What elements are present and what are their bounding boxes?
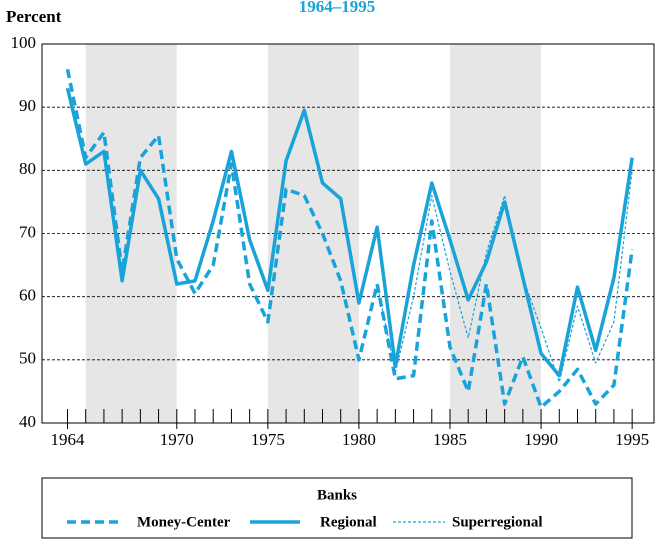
x-tick-label: 1990 <box>524 430 558 449</box>
y-tick-label: 100 <box>11 33 37 52</box>
y-tick-label: 60 <box>19 286 36 305</box>
y-tick-label: 70 <box>19 222 36 241</box>
x-tick-label: 1975 <box>251 430 285 449</box>
y-axis-label: Percent <box>6 7 62 26</box>
x-tick-label: 1980 <box>342 430 376 449</box>
plot-frame <box>41 43 655 424</box>
x-tick-label: 1995 <box>615 430 649 449</box>
x-tick-label: 1985 <box>433 430 467 449</box>
legend-label: Regional <box>320 514 377 530</box>
x-tick-label: 1970 <box>160 430 194 449</box>
x-tick-label: 1964 <box>51 430 86 449</box>
y-tick-label: 80 <box>19 159 36 178</box>
legend-box <box>41 477 633 539</box>
series-line <box>65 87 634 378</box>
legend-label: Superregional <box>452 514 543 530</box>
legend-label: Money-Center <box>137 514 231 530</box>
series-line <box>376 170 633 383</box>
series-line <box>65 68 634 409</box>
legend-title: Banks <box>317 487 357 503</box>
chart-title: 1964–1995 <box>299 0 376 16</box>
y-tick-label: 50 <box>19 349 36 368</box>
y-tick-label: 90 <box>19 96 36 115</box>
y-tick-label: 40 <box>19 412 36 431</box>
